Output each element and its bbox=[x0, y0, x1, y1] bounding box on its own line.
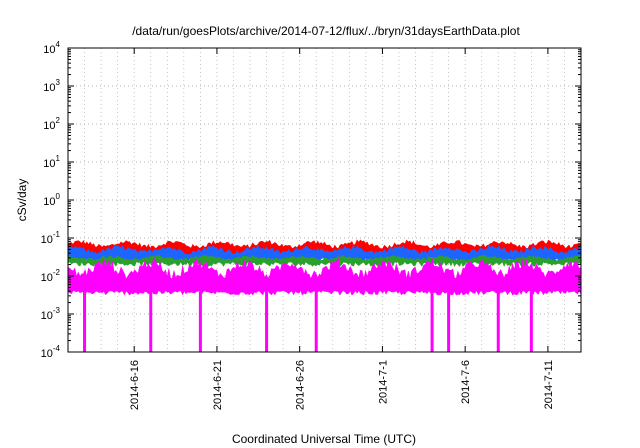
x-tick-label: 2014-6-21 bbox=[212, 360, 224, 410]
grid bbox=[68, 48, 581, 352]
dip-spike bbox=[265, 291, 269, 352]
y-tick-label: 104 bbox=[43, 40, 60, 56]
dip-spike bbox=[496, 291, 500, 352]
y-tick-label: 100 bbox=[43, 192, 60, 208]
data-area bbox=[67, 239, 582, 352]
x-tick-label: 2014-7-1 bbox=[377, 360, 389, 404]
y-tick-label: 103 bbox=[43, 78, 60, 94]
x-tick-label: 2014-6-16 bbox=[129, 360, 141, 410]
dip-spike bbox=[83, 291, 87, 352]
x-tick-label: 2014-6-26 bbox=[295, 360, 307, 410]
dip-spike bbox=[149, 291, 153, 352]
y-axis-label: cSv/day bbox=[15, 179, 29, 222]
x-tick-label: 2014-7-11 bbox=[543, 360, 555, 409]
y-tick-label: 10-1 bbox=[41, 230, 61, 246]
dip-spike bbox=[529, 291, 533, 352]
x-tick-label: 2014-7-6 bbox=[460, 360, 472, 404]
dip-spike bbox=[314, 291, 318, 352]
chart-title: /data/run/goesPlots/archive/2014-07-12/f… bbox=[132, 24, 520, 38]
y-tick-label: 101 bbox=[43, 154, 60, 170]
axis-ticks: 10-4 10-3 10-2 10-1 100 101 102 103 104 2014-6-16… bbox=[41, 40, 581, 410]
y-tick-label: 10-3 bbox=[41, 306, 61, 322]
dip-spike bbox=[447, 291, 451, 352]
x-axis-label: Coordinated Universal Time (UTC) bbox=[232, 432, 416, 446]
dip-spike bbox=[198, 291, 202, 352]
dip-spike bbox=[430, 291, 434, 352]
y-tick-label: 10-2 bbox=[41, 268, 61, 284]
y-tick-label: 102 bbox=[43, 116, 60, 132]
y-tick-label: 10-4 bbox=[41, 344, 61, 360]
